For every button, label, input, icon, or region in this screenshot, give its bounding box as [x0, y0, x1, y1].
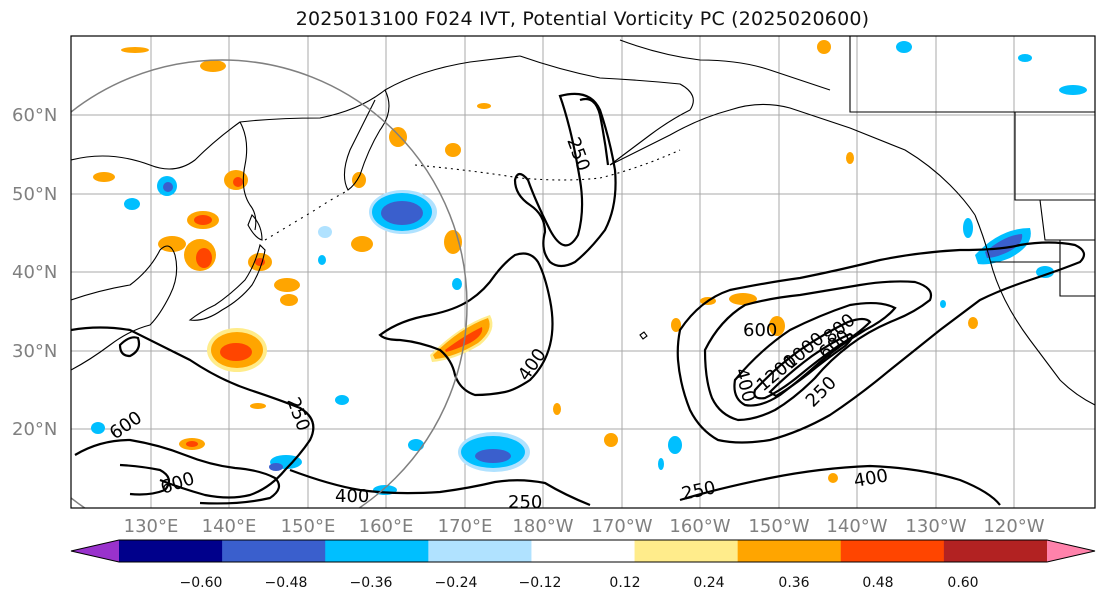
colorbar-segment: [943, 540, 1048, 562]
lon-label: 180°W: [512, 516, 573, 537]
colorbar-segment: [222, 540, 326, 562]
colorbar-segment: [531, 540, 636, 562]
lon-label: 150°E: [281, 516, 336, 537]
lon-label: 130°E: [124, 516, 179, 537]
lon-label: 150°W: [748, 516, 809, 537]
colorbar-extend-min: [71, 540, 119, 562]
colorbar-tick-label: −0.60: [180, 575, 223, 591]
colorbar-ticks: −0.60 −0.48 −0.36 −0.24 −0.12 0.12 0.24 …: [180, 575, 979, 591]
lon-label: 140°E: [202, 516, 257, 537]
colorbar-segment: [325, 540, 429, 562]
lon-label: 160°E: [359, 516, 414, 537]
colorbar-tick-label: 0.12: [609, 575, 640, 591]
colorbar-extend-max: [1047, 540, 1095, 562]
colorbar-segment: [428, 540, 532, 562]
lon-label: 170°E: [438, 516, 493, 537]
colorbar-tick-label: −0.36: [350, 575, 393, 591]
colorbar-segment: [119, 540, 223, 562]
colorbar-tick-label: 0.60: [947, 575, 978, 591]
longitude-labels: 130°E 140°E 150°E 160°E 170°E 180°W 170°…: [124, 516, 1045, 537]
gridlines: [71, 36, 1095, 508]
lon-label: 120°W: [983, 516, 1044, 537]
lat-label: 60°N: [12, 105, 57, 126]
colorbar-tick-label: 0.48: [862, 575, 893, 591]
colorbar-outline: [70, 539, 1096, 563]
lon-label: 170°W: [591, 516, 652, 537]
lat-label: 50°N: [12, 184, 57, 205]
lon-label: 140°W: [826, 516, 887, 537]
colorbar-tick-label: 0.36: [778, 575, 809, 591]
lon-label: 160°W: [669, 516, 730, 537]
colorbar: [70, 539, 1096, 563]
latitude-labels: 60°N 50°N 40°N 30°N 20°N: [12, 105, 57, 440]
map-frame: [70, 35, 1096, 509]
contour-label: 600: [743, 320, 777, 341]
colorbar-tick-label: −0.24: [435, 575, 478, 591]
colorbar-segment: [737, 540, 842, 562]
lat-label: 40°N: [12, 262, 57, 283]
lat-label: 30°N: [12, 341, 57, 362]
contour-label: 400: [335, 486, 369, 507]
lon-label: 130°W: [905, 516, 966, 537]
colorbar-tick-label: −0.48: [265, 575, 308, 591]
contour-label: 250: [508, 492, 542, 513]
lat-label: 20°N: [12, 419, 57, 440]
colorbar-segment: [634, 540, 739, 562]
colorbar-segment: [840, 540, 945, 562]
colorbar-tick-label: 0.24: [693, 575, 724, 591]
range-ring: [71, 59, 468, 508]
colorbar-tick-label: −0.12: [519, 575, 562, 591]
ivt-contours: [71, 92, 1086, 507]
coastlines: [71, 36, 1095, 406]
chart-title: 2025013100 F024 IVT, Potential Vorticity…: [295, 8, 870, 30]
